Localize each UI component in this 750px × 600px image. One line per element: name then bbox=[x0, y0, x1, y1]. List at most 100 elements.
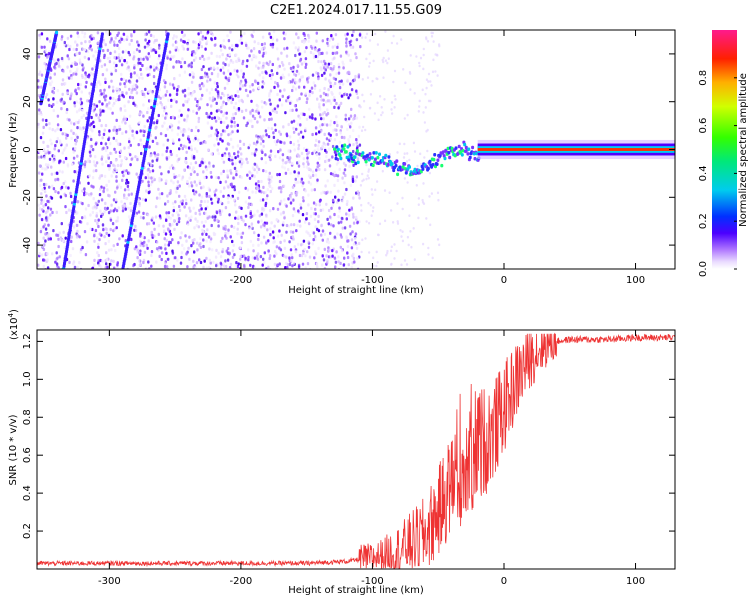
noise-dot bbox=[118, 125, 121, 129]
noise-dot bbox=[137, 57, 140, 61]
sparse-dot bbox=[361, 179, 364, 183]
noise-dot bbox=[264, 153, 267, 157]
noise-dot bbox=[316, 97, 319, 101]
noise-dot bbox=[208, 91, 212, 95]
noise-dot bbox=[186, 47, 189, 51]
noise-dot bbox=[180, 231, 183, 235]
noise-dot bbox=[291, 214, 295, 218]
noise-dot bbox=[211, 248, 214, 252]
noise-dot bbox=[229, 132, 232, 136]
noise-dot bbox=[314, 173, 318, 177]
noise-dot bbox=[224, 206, 228, 210]
noise-dot bbox=[352, 212, 355, 216]
noise-dot bbox=[305, 62, 308, 66]
noise-dot bbox=[318, 156, 321, 161]
noise-dot bbox=[78, 51, 81, 55]
noise-dot bbox=[42, 182, 46, 187]
noise-dot bbox=[215, 175, 218, 180]
noise-dot bbox=[219, 200, 222, 204]
noise-dot bbox=[320, 233, 323, 237]
noise-dot bbox=[328, 248, 331, 252]
noise-dot bbox=[258, 50, 261, 54]
noise-dot bbox=[168, 50, 172, 54]
noise-dot bbox=[176, 89, 179, 93]
noise-dot bbox=[292, 142, 296, 146]
noise-dot bbox=[62, 160, 65, 164]
spectrogram-content bbox=[37, 30, 675, 269]
noise-dot bbox=[66, 133, 69, 137]
noise-dot bbox=[98, 238, 101, 242]
noise-dot bbox=[92, 125, 96, 129]
noise-dot bbox=[263, 46, 266, 50]
noise-dot bbox=[93, 258, 96, 262]
noise-dot bbox=[117, 128, 120, 132]
sparse-dot bbox=[429, 80, 432, 83]
noise-dot bbox=[202, 185, 205, 189]
noise-dot bbox=[172, 36, 175, 40]
noise-dot bbox=[74, 88, 77, 92]
noise-dot bbox=[96, 236, 99, 240]
noise-dot bbox=[168, 192, 171, 196]
sparse-dot bbox=[366, 174, 369, 177]
noise-dot bbox=[251, 114, 255, 118]
sparse-dot bbox=[396, 202, 399, 205]
noise-dot bbox=[226, 247, 230, 251]
noise-dot bbox=[250, 49, 253, 53]
noise-dot bbox=[198, 83, 201, 87]
noise-dot bbox=[142, 114, 145, 118]
noise-dot bbox=[177, 220, 181, 224]
noise-dot bbox=[281, 94, 284, 98]
noise-dot bbox=[290, 223, 293, 227]
noise-dot bbox=[80, 61, 83, 65]
noise-dot bbox=[192, 189, 195, 193]
noise-dot bbox=[66, 164, 70, 168]
noise-dot bbox=[335, 72, 338, 76]
noise-dot bbox=[331, 155, 334, 159]
noise-dot bbox=[101, 136, 104, 140]
noise-dot bbox=[177, 85, 180, 89]
noise-dot bbox=[142, 129, 145, 133]
noise-dot bbox=[215, 264, 218, 268]
noise-dot bbox=[180, 30, 184, 34]
noise-dot bbox=[97, 218, 100, 222]
noise-dot bbox=[86, 159, 89, 164]
noise-dot bbox=[70, 129, 73, 133]
tone-dot bbox=[338, 153, 342, 158]
sparse-dot bbox=[394, 98, 397, 101]
noise-dot bbox=[268, 254, 272, 258]
noise-dot bbox=[111, 85, 115, 89]
noise-dot bbox=[260, 190, 263, 194]
noise-dot bbox=[105, 251, 108, 255]
noise-dot bbox=[75, 120, 78, 124]
noise-dot bbox=[234, 162, 237, 166]
noise-dot bbox=[208, 247, 211, 251]
noise-dot bbox=[286, 160, 289, 164]
snr-xtick-label: -100 bbox=[361, 576, 384, 587]
noise-dot bbox=[51, 87, 55, 91]
sparse-dot bbox=[361, 172, 364, 176]
noise-dot bbox=[309, 168, 312, 172]
noise-dot bbox=[299, 130, 303, 134]
noise-dot bbox=[282, 184, 286, 188]
noise-dot bbox=[290, 192, 293, 196]
noise-dot bbox=[94, 228, 98, 233]
noise-dot bbox=[295, 32, 298, 36]
noise-dot bbox=[312, 201, 316, 205]
noise-dot bbox=[152, 48, 155, 52]
tone-dot bbox=[435, 162, 439, 166]
noise-dot bbox=[52, 187, 56, 191]
noise-dot bbox=[216, 218, 219, 222]
noise-dot bbox=[244, 200, 248, 204]
noise-dot bbox=[77, 86, 80, 90]
noise-dot bbox=[102, 189, 105, 193]
noise-dot bbox=[359, 45, 362, 49]
noise-dot bbox=[283, 166, 286, 170]
noise-dot bbox=[165, 63, 168, 67]
noise-dot bbox=[236, 154, 240, 158]
noise-dot bbox=[142, 216, 145, 220]
noise-dot bbox=[94, 142, 97, 146]
noise-dot bbox=[135, 79, 139, 83]
noise-dot bbox=[291, 256, 294, 260]
noise-dot bbox=[241, 231, 245, 235]
noise-dot bbox=[93, 205, 96, 209]
